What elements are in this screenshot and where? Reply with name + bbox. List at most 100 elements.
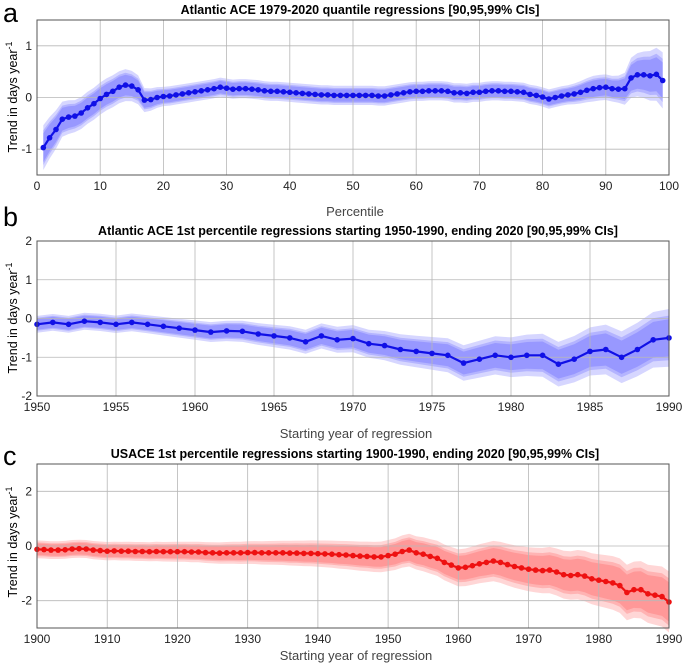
y-tick-label: 0 — [25, 312, 32, 326]
data-point — [610, 580, 616, 586]
data-point — [438, 88, 445, 94]
data-point — [567, 572, 574, 579]
x-tick-label: 1975 — [419, 400, 446, 414]
data-point — [230, 86, 236, 92]
y-tick-label: 0 — [25, 91, 32, 105]
data-point — [139, 548, 146, 555]
data-point — [476, 89, 483, 96]
data-point — [504, 561, 511, 568]
data-point — [46, 135, 53, 141]
data-point — [603, 346, 609, 353]
data-point — [413, 88, 420, 95]
x-tick-label: 1970 — [340, 400, 367, 414]
data-point — [293, 90, 299, 96]
data-point — [511, 563, 518, 570]
data-point — [174, 548, 181, 555]
data-point — [244, 549, 251, 556]
data-point — [81, 318, 88, 325]
data-point — [343, 552, 349, 558]
data-point — [125, 548, 132, 554]
data-point — [144, 321, 151, 328]
data-point — [90, 547, 96, 553]
data-point — [104, 548, 110, 554]
data-point — [97, 95, 103, 102]
data-point — [399, 548, 406, 555]
x-axis-label: Starting year of regression — [280, 426, 432, 441]
data-point — [350, 92, 356, 99]
data-point — [525, 566, 532, 572]
data-point — [364, 553, 370, 560]
data-point — [78, 110, 84, 116]
data-point — [558, 93, 565, 99]
data-point — [195, 549, 202, 555]
x-tick-label: 1970 — [515, 632, 542, 646]
data-point — [113, 321, 119, 328]
y-axis-label-text: Trend in days year — [6, 494, 20, 597]
data-point — [392, 551, 398, 557]
data-point — [539, 94, 546, 100]
data-point — [589, 576, 595, 582]
data-point — [369, 92, 375, 99]
x-tick-label: 100 — [659, 179, 679, 193]
data-point — [84, 105, 91, 111]
data-point — [653, 71, 660, 78]
data-point — [59, 116, 66, 122]
data-point — [596, 84, 603, 91]
data-point — [146, 548, 153, 555]
data-point — [273, 550, 279, 556]
axes-box — [36, 463, 670, 629]
plot-area — [37, 20, 669, 175]
data-point — [223, 550, 230, 556]
plot-area — [34, 464, 672, 633]
x-axis-label: Starting year of regression — [280, 648, 432, 663]
data-point — [565, 92, 571, 98]
data-point — [419, 88, 426, 95]
data-point — [160, 548, 167, 555]
data-point — [343, 92, 350, 99]
data-point — [318, 333, 325, 339]
data-point — [237, 550, 244, 556]
x-tick-label: 1960 — [445, 632, 472, 646]
data-point — [432, 88, 439, 94]
data-point — [476, 561, 483, 567]
panel-c: c USACE 1st percentile regressions start… — [3, 441, 683, 663]
data-point — [469, 562, 476, 569]
data-point — [287, 335, 293, 341]
data-point — [230, 550, 237, 556]
data-point — [631, 586, 637, 593]
data-point — [299, 90, 306, 97]
data-point — [208, 329, 214, 335]
data-point — [167, 548, 174, 555]
data-point — [624, 589, 630, 596]
data-point — [615, 86, 622, 92]
x-tick-label: 1990 — [656, 400, 683, 414]
data-point — [495, 88, 502, 94]
x-tick-label: 1960 — [182, 400, 209, 414]
data-point — [97, 547, 103, 554]
x-tick-label: 1985 — [577, 400, 604, 414]
data-point — [322, 551, 328, 557]
data-point — [527, 91, 533, 98]
data-point — [202, 549, 209, 556]
data-point — [249, 86, 255, 92]
data-point — [603, 578, 609, 585]
data-point — [129, 319, 135, 326]
data-point — [132, 548, 139, 555]
data-point — [647, 73, 653, 79]
data-point — [258, 550, 265, 556]
y-axis-label-exponent: -1 — [4, 262, 14, 270]
data-point — [381, 93, 388, 99]
data-point — [239, 328, 246, 335]
x-axis-label: Percentile — [326, 204, 384, 219]
data-point — [533, 92, 540, 99]
data-point — [638, 586, 644, 593]
x-tick-label: 1920 — [164, 632, 191, 646]
data-point — [153, 548, 160, 555]
x-tick-label: 1990 — [656, 632, 683, 646]
ci-band-99 — [37, 533, 669, 633]
y-tick-label: -2 — [21, 389, 32, 403]
data-point — [356, 92, 363, 99]
chart-title: USACE 1st percentile regressions startin… — [111, 447, 599, 461]
data-point — [518, 565, 525, 571]
y-axis-label-exponent: -1 — [4, 486, 14, 494]
